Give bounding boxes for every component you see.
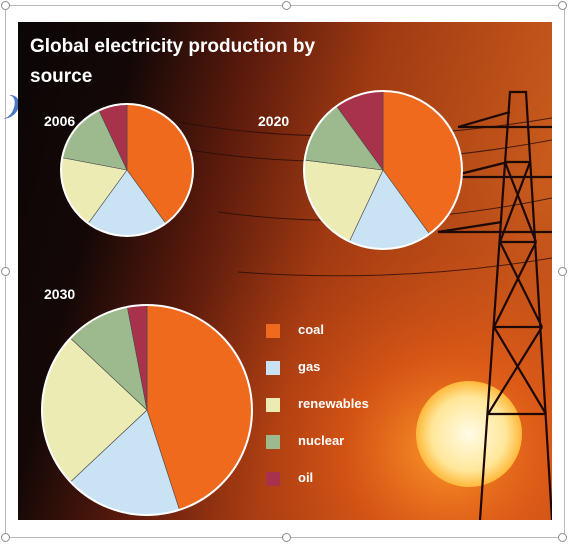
pie-2030 bbox=[41, 304, 253, 516]
pie-outline-2006 bbox=[60, 103, 194, 237]
resize-handle-top-left[interactable] bbox=[1, 1, 10, 10]
legend-label-renewables: renewables bbox=[298, 396, 369, 411]
pie-charts bbox=[41, 90, 463, 516]
pie-2006 bbox=[60, 103, 194, 237]
resize-handle-top-right[interactable] bbox=[558, 1, 567, 10]
legend-label-gas: gas bbox=[298, 359, 321, 374]
pie-outline-2030 bbox=[41, 304, 253, 516]
background-photo bbox=[18, 22, 552, 520]
resize-handle-top-center[interactable] bbox=[282, 1, 291, 10]
legend-swatch-oil bbox=[266, 472, 280, 486]
resize-handle-bottom-right[interactable] bbox=[558, 533, 567, 542]
chart-legend: coal gas renewables nuclear oil bbox=[266, 321, 466, 506]
legend-item-coal: coal bbox=[266, 321, 466, 358]
sun bbox=[416, 381, 522, 487]
legend-item-oil: oil bbox=[266, 469, 466, 506]
pie-label-2006: 2006 bbox=[44, 113, 76, 129]
pie-label-2030: 2030 bbox=[44, 286, 76, 302]
pie-2020 bbox=[303, 90, 463, 250]
legend-swatch-coal bbox=[266, 324, 280, 338]
legend-label-coal: coal bbox=[298, 322, 325, 337]
resize-handle-middle-left[interactable] bbox=[1, 267, 10, 276]
legend-item-renewables: renewables bbox=[266, 395, 466, 432]
chart-title: Global electricity production by source bbox=[30, 36, 316, 87]
transmission-tower bbox=[437, 90, 552, 520]
chart-image[interactable]: Global electricity production by source … bbox=[18, 22, 552, 520]
legend-swatch-renewables bbox=[266, 398, 280, 412]
resize-handle-bottom-left[interactable] bbox=[1, 533, 10, 542]
resize-handle-bottom-center[interactable] bbox=[282, 533, 291, 542]
legend-item-gas: gas bbox=[266, 358, 466, 395]
resize-handle-middle-right[interactable] bbox=[558, 267, 567, 276]
legend-label-nuclear: nuclear bbox=[298, 433, 345, 448]
anchor-glyph: ❩ bbox=[0, 92, 22, 122]
legend-swatch-nuclear bbox=[266, 435, 280, 449]
pie-label-2020: 2020 bbox=[258, 113, 290, 129]
pie-outline-2020 bbox=[303, 90, 463, 250]
legend-swatch-gas bbox=[266, 361, 280, 375]
legend-item-nuclear: nuclear bbox=[266, 432, 466, 469]
legend-label-oil: oil bbox=[298, 470, 314, 485]
